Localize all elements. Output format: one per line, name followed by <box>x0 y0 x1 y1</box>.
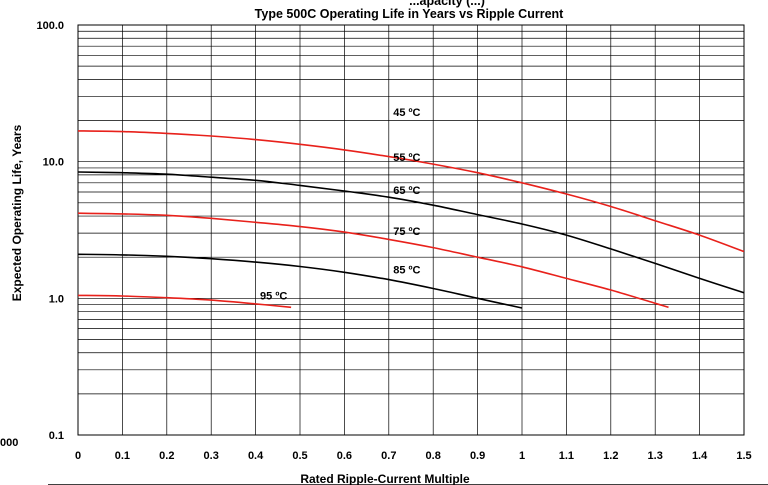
chart-title: Type 500C Operating Life in Years vs Rip… <box>255 7 564 21</box>
x-tick-label: 0 <box>75 450 81 462</box>
curve-labels: 45 ºC 55 ºC 65 ºC 75 ºC 85 ºC 95 ºC <box>260 107 421 302</box>
series-line <box>77 294 292 309</box>
x-tick-label: 0.4 <box>248 450 264 462</box>
curve-label: 75 ºC <box>393 226 420 238</box>
series-line <box>77 253 523 309</box>
x-tick-label: 0.8 <box>426 450 441 462</box>
curve-label: 55 ºC <box>393 152 420 164</box>
x-axis-label: Rated Ripple-Current Multiple <box>300 472 470 485</box>
curve-label: 95 ºC <box>260 291 287 303</box>
curve-label: 65 ºC <box>393 185 420 197</box>
y-tick-label: 1.0 <box>49 293 64 305</box>
x-tick-label: 0.3 <box>204 450 219 462</box>
tick-labels: 0 0.1 0.2 0.3 0.4 0.5 0.6 0.7 0.8 0.9 1 1.1 1.2 1.3 1.… <box>36 20 751 462</box>
y-tick-label: 100.0 <box>36 20 64 32</box>
x-tick-label: 1.5 <box>736 450 751 462</box>
series-line <box>77 171 745 294</box>
y-axis-label: Expected Operating Life, Years <box>10 124 24 301</box>
x-tick-label: 0.1 <box>115 450 130 462</box>
x-tick-label: 0.7 <box>381 450 396 462</box>
chart-title-partial: ...apacity (...) <box>409 0 485 8</box>
plot-frame <box>77 24 745 436</box>
curve-label: 45 ºC <box>393 107 420 119</box>
x-tick-label: 1.4 <box>692 450 708 462</box>
x-tick-label: 0.9 <box>470 450 485 462</box>
curve-label: 85 ºC <box>393 264 420 276</box>
x-tick-label: 0.5 <box>292 450 307 462</box>
grid-lines <box>77 24 745 436</box>
y-tick-label: 10.0 <box>43 157 64 169</box>
series-curves <box>77 130 745 309</box>
x-tick-label: 1.1 <box>559 450 574 462</box>
x-tick-label: 1.3 <box>648 450 663 462</box>
stray-label: 000 <box>0 437 18 449</box>
series-line <box>77 212 669 309</box>
x-tick-label: 0.2 <box>159 450 174 462</box>
series-line <box>77 130 745 253</box>
y-tick-label: 0.1 <box>49 430 64 442</box>
x-tick-label: 1 <box>519 450 525 462</box>
x-tick-label: 1.2 <box>603 450 618 462</box>
x-tick-label: 0.6 <box>337 450 352 462</box>
